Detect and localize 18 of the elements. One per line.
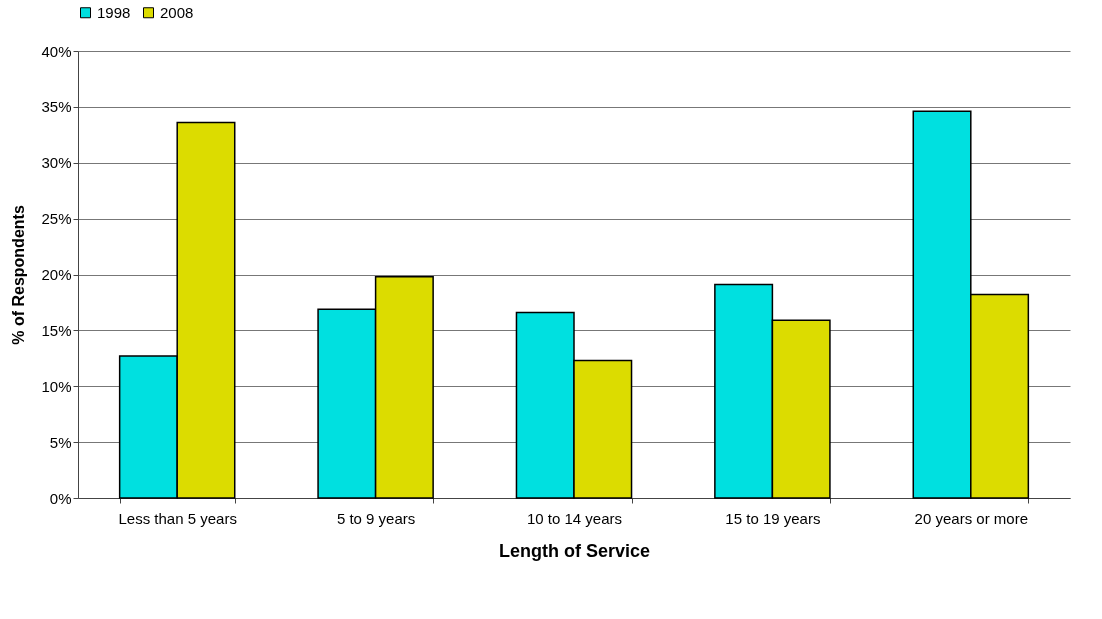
x-tick-label: 20 years or more xyxy=(914,509,1028,527)
x-tick-label: Less than 5 years xyxy=(118,509,237,527)
y-tick-label: 30% xyxy=(41,154,72,172)
x-axis-title: Length of Service xyxy=(498,540,651,561)
y-tick-label: 15% xyxy=(41,321,72,339)
y-tick-label: 10% xyxy=(41,377,72,395)
x-tick-label: 5 to 9 years xyxy=(336,509,416,527)
y-tick-label: 0% xyxy=(49,489,72,507)
y-axis-title: % of Respondents xyxy=(10,205,28,345)
y-tick-label: 25% xyxy=(41,210,72,228)
y-tick-label: 35% xyxy=(41,98,72,116)
y-tick-label: 20% xyxy=(41,266,72,283)
y-tick-label: 5% xyxy=(49,433,72,451)
y-tick-label: 40% xyxy=(41,42,72,60)
x-tick-label: 15 to 19 years xyxy=(725,509,821,527)
legend-label: 2008 xyxy=(160,3,194,21)
legend-label: 1998 xyxy=(97,3,131,21)
x-tick-label: 10 to 14 years xyxy=(526,509,623,527)
